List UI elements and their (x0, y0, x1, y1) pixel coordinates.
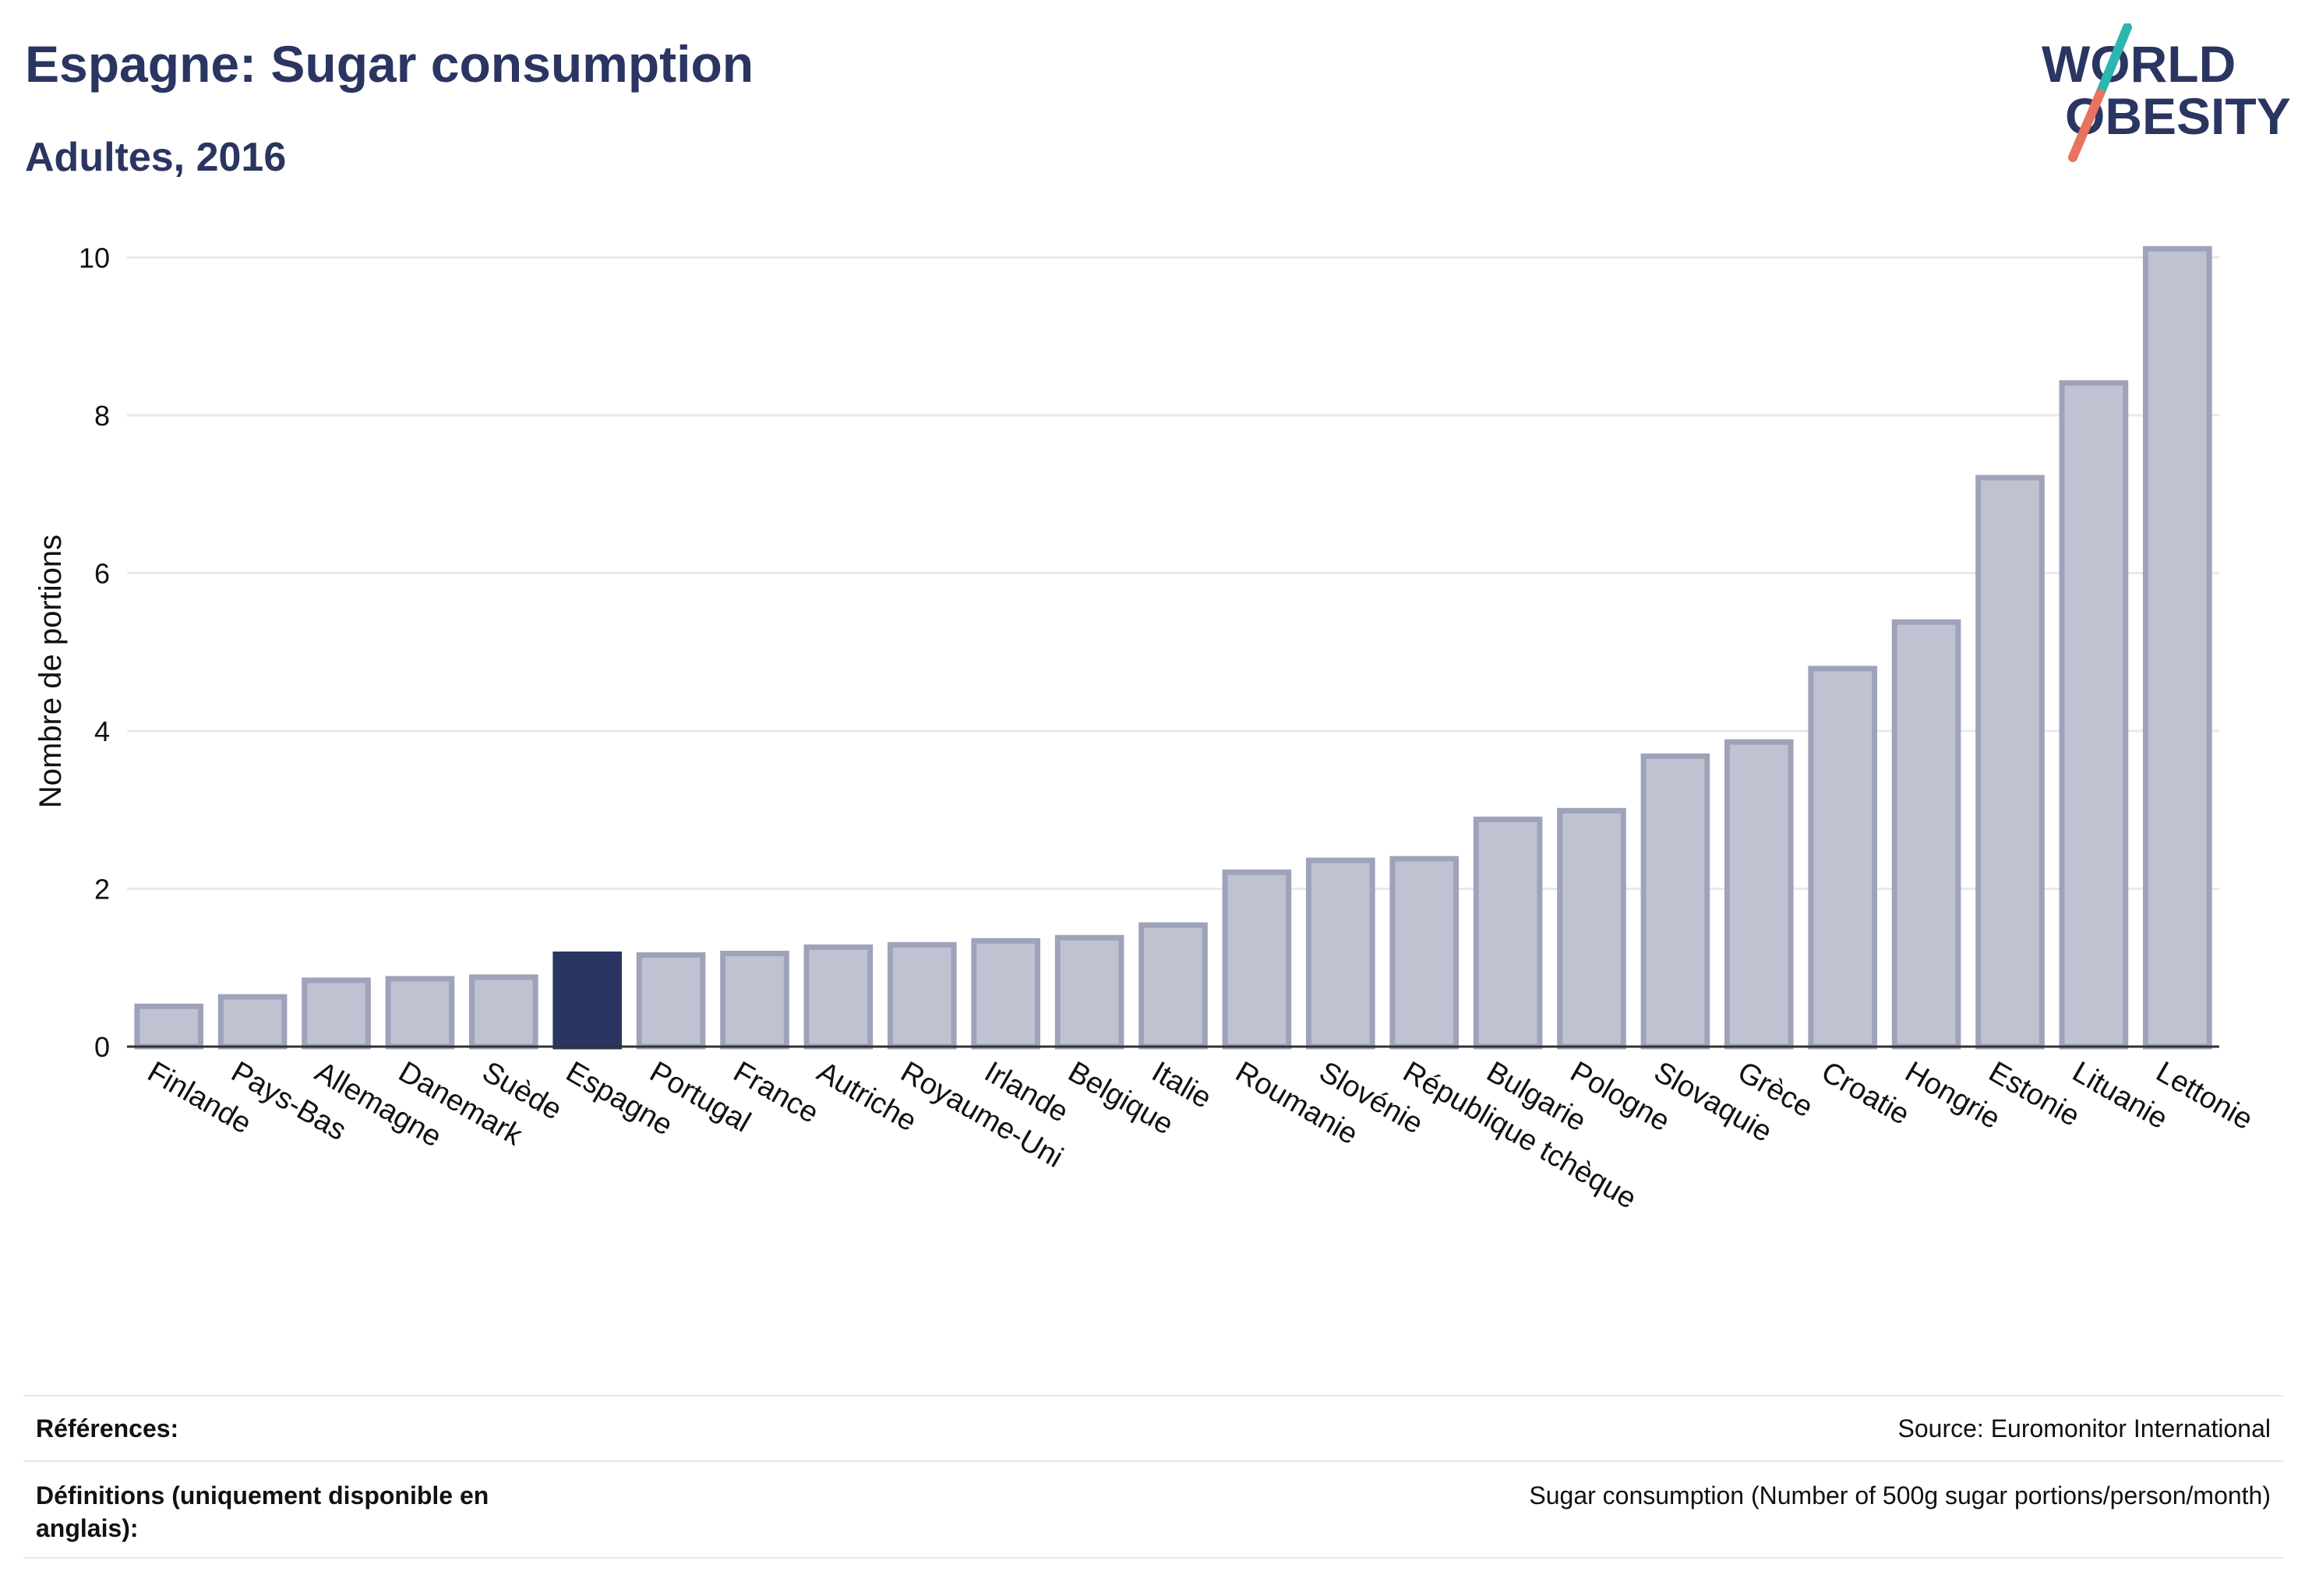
y-tick-label: 0 (94, 1031, 110, 1063)
reference-table: Références: Source: Euromonitor Internat… (23, 1395, 2283, 1559)
definitions-row: Définitions (uniquement disponible en an… (23, 1460, 2283, 1559)
references-row: Références: Source: Euromonitor Internat… (23, 1395, 2283, 1460)
bar (217, 994, 288, 1050)
bar (887, 941, 957, 1050)
bars (134, 245, 2212, 1050)
bar (1557, 807, 1626, 1050)
x-tick-label: Lituanie (2067, 1055, 2173, 1135)
definitions-value: Sugar consumption (Number of 500g sugar … (1529, 1481, 2271, 1509)
y-axis-label: Nombre de portions (34, 535, 68, 808)
y-tick-label: 2 (94, 873, 110, 905)
bar (720, 951, 789, 1050)
references-value: Source: Euromonitor International (1897, 1414, 2271, 1442)
page-subtitle: Adultes, 2016 (25, 135, 287, 180)
bar (385, 976, 455, 1050)
references-label: Références: (36, 1414, 179, 1442)
y-tick-label: 4 (94, 715, 110, 747)
bar (1640, 753, 1710, 1050)
bar (636, 952, 706, 1050)
bar (302, 977, 371, 1050)
bar (552, 952, 623, 1050)
bar (1891, 619, 1961, 1050)
logo-slash-bottom (2068, 89, 2105, 162)
bar (134, 1003, 204, 1050)
bar (971, 937, 1041, 1050)
bar (1138, 922, 1208, 1050)
x-tick-label: Estonie (1983, 1055, 2085, 1133)
world-obesity-logo: WORLD OBESITY (2042, 23, 2291, 162)
bar (1222, 869, 1292, 1050)
y-tick-labels: 0 2 4 6 8 10 (79, 242, 110, 1063)
x-tick-label: Lettonie (2151, 1055, 2258, 1136)
bar (1054, 934, 1124, 1050)
logo-text-world: WORLD (2042, 35, 2236, 93)
x-tick-labels: FinlandePays-BasAllemagneDanemarkSuèdeEs… (142, 1055, 2258, 1215)
bar (2142, 245, 2212, 1050)
bar (468, 974, 538, 1050)
bar (1975, 475, 2045, 1050)
x-tick-label: Croatie (1816, 1055, 1915, 1132)
logo-slash-top (2095, 23, 2132, 98)
y-tick-label: 8 (94, 400, 110, 432)
bar (1305, 857, 1375, 1050)
page-title: Espagne: Sugar consumption (25, 35, 754, 93)
bar (1389, 856, 1460, 1050)
bar (1808, 666, 1878, 1050)
bar-chart: 0 2 4 6 8 10 FinlandePays-BasAllemagneDanemar… (34, 242, 2258, 1215)
bar (803, 944, 874, 1050)
bar (1473, 816, 1543, 1050)
y-tick-label: 6 (94, 557, 110, 589)
x-tick-label: Hongrie (1900, 1055, 2006, 1135)
definitions-label: Définitions (uniquement disponible en an… (36, 1481, 489, 1542)
y-tick-label: 10 (79, 242, 110, 274)
bar (2059, 380, 2129, 1050)
bar (1724, 739, 1794, 1050)
